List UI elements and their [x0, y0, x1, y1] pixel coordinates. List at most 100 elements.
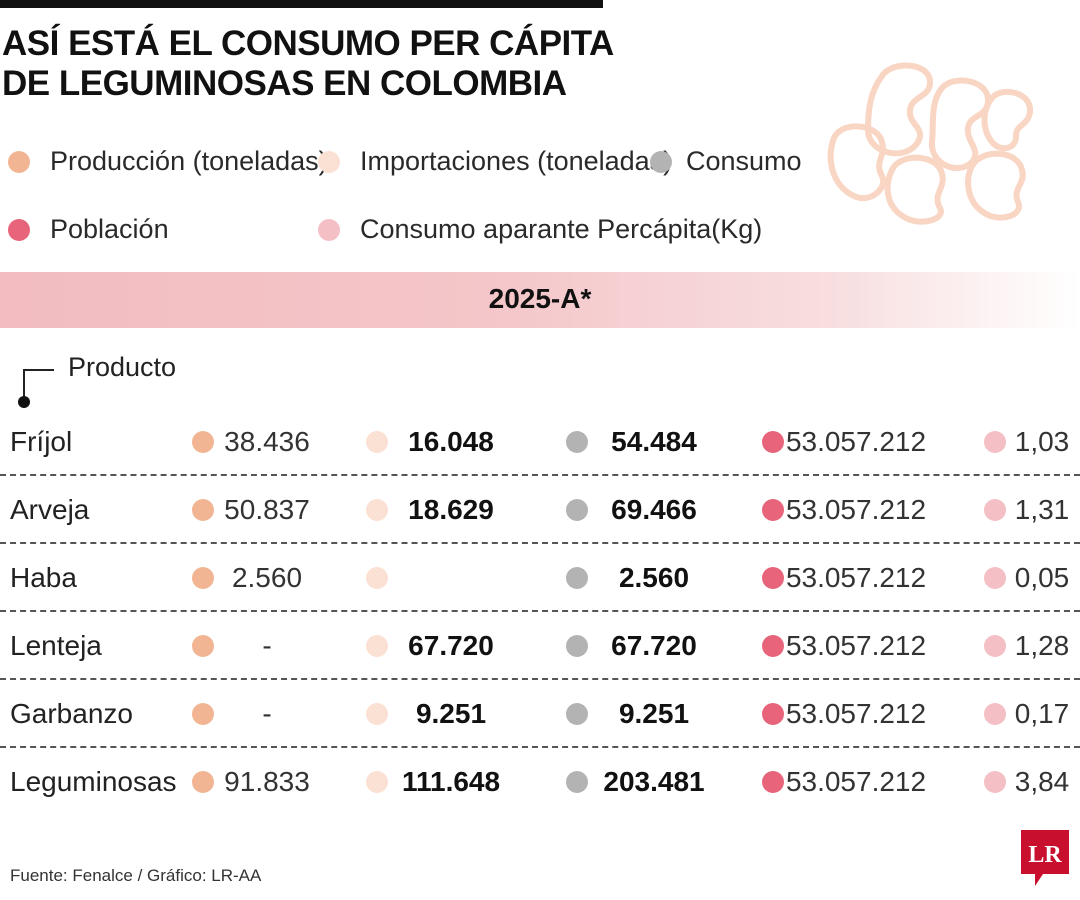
- produccion-value: -: [262, 698, 272, 729]
- legend-produccion-label: Producción (toneladas): [50, 146, 328, 176]
- consumo-dot: [566, 771, 588, 793]
- produccion-dot: [192, 499, 214, 521]
- legend-consumo-dot: [650, 150, 672, 173]
- importaciones-dot: [366, 635, 388, 657]
- legend-poblacion: Población: [8, 214, 169, 245]
- percapita-dot: [984, 431, 1006, 453]
- importaciones-value: 67.720: [408, 630, 494, 661]
- legend-consumo: Consumo: [650, 146, 802, 177]
- percapita-dot: [984, 635, 1006, 657]
- lr-logo: LR: [1021, 830, 1069, 886]
- importaciones-dot: [366, 567, 388, 589]
- top-rule: [0, 0, 603, 8]
- produccion-dot: [192, 771, 214, 793]
- produccion-dot: [192, 635, 214, 657]
- produccion-dot: [192, 703, 214, 725]
- row-product-name: Arveja: [10, 494, 90, 525]
- legend-importaciones-dot: [318, 150, 340, 173]
- produccion-value: 2.560: [231, 562, 303, 593]
- legend-produccion: Producción (toneladas): [8, 146, 328, 177]
- product-bracket-icon: [18, 369, 54, 408]
- poblacion-value: 53.057.212: [785, 562, 927, 593]
- consumo-value: 2.560: [618, 562, 690, 593]
- row-separator: [0, 746, 1080, 748]
- importaciones-value: [396, 544, 506, 612]
- importaciones-dot: [366, 771, 388, 793]
- consumo-dot: [566, 431, 588, 453]
- percapita-value: 0,05: [1014, 562, 1070, 593]
- legend-poblacion-label: Población: [50, 214, 169, 244]
- percapita-value: 1,28: [1014, 630, 1070, 661]
- importaciones-value: 9.251: [415, 698, 487, 729]
- percapita-dot: [984, 703, 1006, 725]
- percapita-value: 3,84: [1014, 766, 1070, 797]
- source-note: Fuente: Fenalce / Gráfico: LR-AA: [10, 866, 262, 885]
- poblacion-dot: [762, 635, 784, 657]
- consumo-value: 67.720: [611, 630, 697, 661]
- title-line-2: DE LEGUMINOSAS EN COLOMBIA: [2, 64, 567, 103]
- percapita-dot: [984, 499, 1006, 521]
- importaciones-value: 18.629: [408, 494, 494, 525]
- poblacion-value: 53.057.212: [785, 426, 927, 457]
- poblacion-dot: [762, 499, 784, 521]
- chart-title: ASÍ ESTÁ EL CONSUMO PER CÁPITA DE LEGUMI…: [2, 24, 614, 104]
- table-row: Haba 2.560 2.560 53.057.212 0,05: [0, 544, 1080, 612]
- row-product-name: Leguminosas: [10, 766, 177, 797]
- consumo-dot: [566, 499, 588, 521]
- beans-illustration: [827, 62, 1033, 225]
- consumo-value: 203.481: [603, 766, 705, 797]
- row-product-name: Lenteja: [10, 630, 102, 661]
- legend-percapita-label: Consumo aparante Percápita(Kg): [360, 214, 763, 244]
- title-line-1: ASÍ ESTÁ EL CONSUMO PER CÁPITA: [2, 24, 614, 63]
- consumo-value: 69.466: [611, 494, 697, 525]
- percapita-dot: [984, 771, 1006, 793]
- importaciones-dot: [366, 499, 388, 521]
- produccion-dot: [192, 567, 214, 589]
- row-separator: [0, 474, 1080, 476]
- percapita-dot: [984, 567, 1006, 589]
- poblacion-value: 53.057.212: [785, 766, 927, 797]
- legend-percapita: Consumo aparante Percápita(Kg): [318, 214, 762, 245]
- row-separator: [0, 678, 1080, 680]
- percapita-value: 0,17: [1014, 698, 1070, 729]
- percapita-value: 1,31: [1014, 494, 1070, 525]
- period-label: 2025-A*: [488, 283, 592, 314]
- poblacion-dot: [762, 567, 784, 589]
- legend-importaciones-label: Importaciones (toneladas): [360, 146, 673, 176]
- importaciones-dot: [366, 431, 388, 453]
- importaciones-dot: [366, 703, 388, 725]
- legend-percapita-dot: [318, 218, 340, 241]
- consumo-dot: [566, 567, 588, 589]
- produccion-value: 50.837: [224, 494, 310, 525]
- period-band: [0, 272, 1080, 328]
- produccion-value: -: [262, 630, 272, 661]
- importaciones-value: 16.048: [408, 426, 494, 457]
- legend-consumo-label: Consumo: [686, 146, 802, 176]
- row-separator: [0, 542, 1080, 544]
- table-row: Garbanzo - 9.251 9.251 53.057.212 0,17: [0, 680, 1080, 748]
- poblacion-dot: [762, 431, 784, 453]
- poblacion-dot: [762, 703, 784, 725]
- row-product-name: Garbanzo: [10, 698, 133, 729]
- legend-produccion-dot: [8, 150, 30, 173]
- consumo-value: 54.484: [611, 426, 697, 457]
- table-row: Arveja 50.837 18.629 69.466 53.057.212 1,31: [0, 476, 1080, 544]
- row-product-name: Fríjol: [10, 426, 73, 457]
- produccion-value: 38.436: [224, 426, 310, 457]
- importaciones-value: 111.648: [401, 766, 501, 797]
- poblacion-dot: [762, 771, 784, 793]
- table-row: Lenteja - 67.720 67.720 53.057.212 1,28: [0, 612, 1080, 680]
- poblacion-value: 53.057.212: [785, 698, 927, 729]
- legend-poblacion-dot: [8, 218, 30, 241]
- table-row: Fríjol 38.436 16.048 54.484 53.057.212 1,03: [0, 408, 1080, 476]
- table-row: Leguminosas 91.833 111.648 203.481 53.057.21…: [0, 748, 1080, 816]
- poblacion-value: 53.057.212: [785, 630, 927, 661]
- percapita-value: 1,03: [1014, 426, 1070, 457]
- consumo-dot: [566, 635, 588, 657]
- row-separator: [0, 610, 1080, 612]
- consumo-dot: [566, 703, 588, 725]
- poblacion-value: 53.057.212: [785, 494, 927, 525]
- legend-importaciones: Importaciones (toneladas): [318, 146, 672, 177]
- consumo-value: 9.251: [618, 698, 690, 729]
- lr-logo-text: LR: [1028, 842, 1062, 868]
